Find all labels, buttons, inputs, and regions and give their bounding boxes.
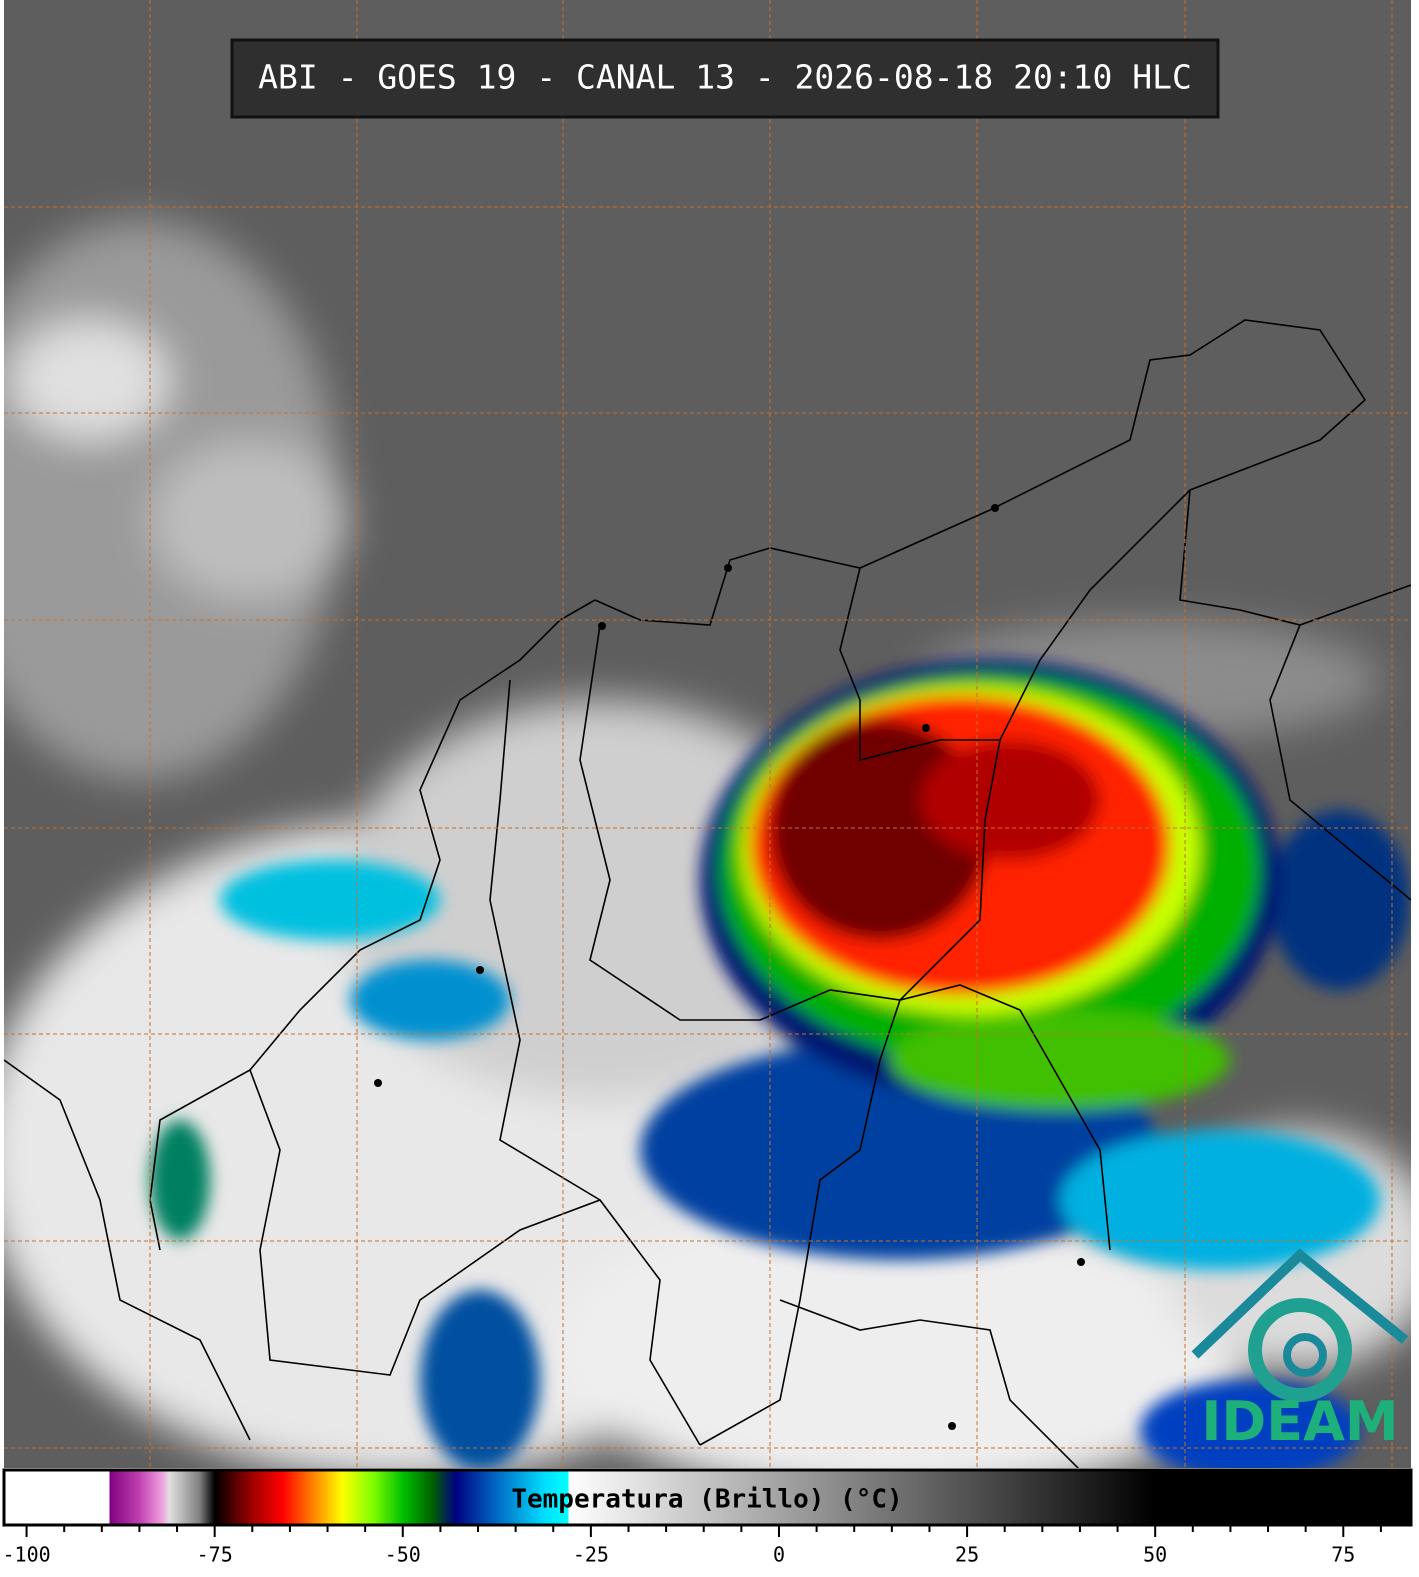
tick-label: -75 bbox=[197, 1543, 233, 1567]
colorbar: Temperatura (Brillo) (°C) -100 -75 -50 -25 0 2… bbox=[2, 1468, 1413, 1567]
tick-label: 75 bbox=[1331, 1543, 1355, 1567]
tick-label: 50 bbox=[1143, 1543, 1167, 1567]
borders bbox=[4, 319, 1411, 1468]
colorbar-label: Temperatura (Brillo) (°C) bbox=[511, 1485, 902, 1515]
tick-label: 0 bbox=[773, 1543, 785, 1567]
tick-label: -100 bbox=[2, 1543, 50, 1567]
title-box bbox=[230, 38, 1220, 119]
title: ABI - GOES 19 - CANAL 13 - 2026-08-18 20… bbox=[258, 58, 1192, 97]
colorbar-bar bbox=[2, 1468, 1413, 1527]
tick-label: 25 bbox=[955, 1543, 979, 1567]
imagery: IDEAM bbox=[4, 0, 1411, 1468]
tick-label: -25 bbox=[573, 1543, 609, 1567]
tick-label: -50 bbox=[385, 1543, 421, 1567]
logo: IDEAM bbox=[1191, 1248, 1409, 1453]
graticule bbox=[4, 0, 1411, 1468]
logo-text: IDEAM bbox=[1201, 1390, 1398, 1453]
